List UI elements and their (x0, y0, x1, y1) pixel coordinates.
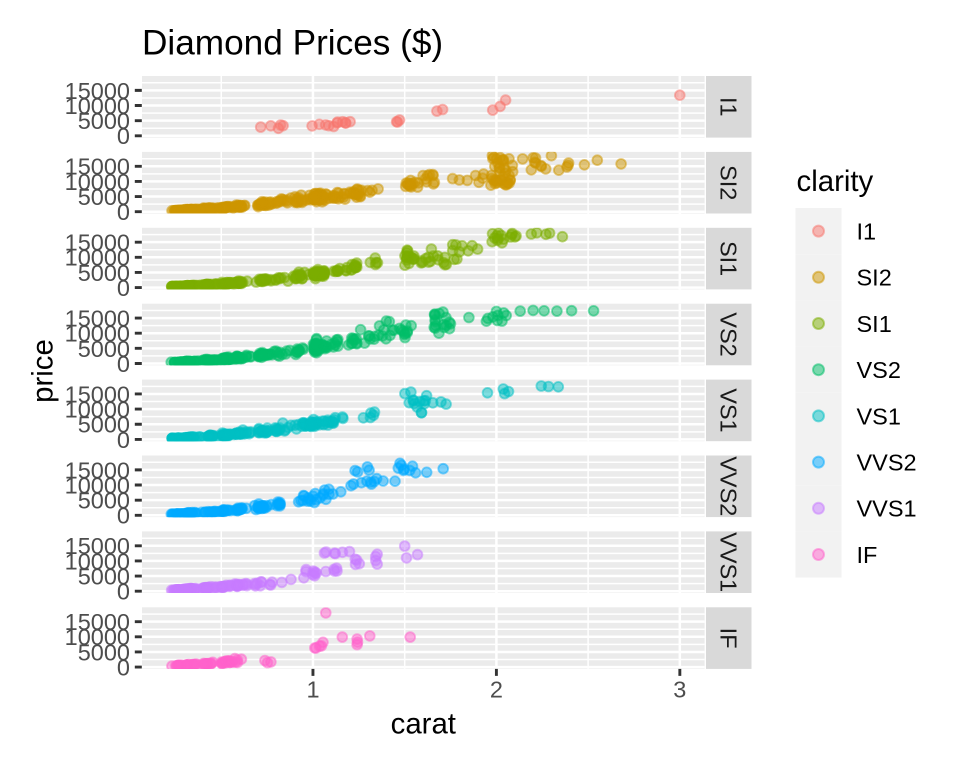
svg-text:SI1: SI1 (715, 241, 741, 276)
svg-text:I1: I1 (715, 97, 741, 117)
svg-text:15000: 15000 (65, 305, 130, 331)
svg-text:5000: 5000 (78, 412, 130, 438)
svg-text:clarity: clarity (797, 165, 874, 198)
svg-text:10000: 10000 (65, 472, 130, 498)
svg-text:5000: 5000 (78, 336, 130, 362)
svg-text:15000: 15000 (65, 154, 130, 180)
svg-text:VS1: VS1 (715, 388, 741, 432)
svg-text:SI1: SI1 (857, 311, 892, 337)
svg-text:10000: 10000 (65, 169, 130, 195)
svg-text:0: 0 (117, 654, 130, 680)
svg-text:1: 1 (306, 677, 319, 703)
svg-text:IF: IF (715, 628, 741, 649)
svg-text:2: 2 (490, 677, 503, 703)
svg-text:5000: 5000 (78, 184, 130, 210)
svg-text:5000: 5000 (78, 639, 130, 665)
svg-text:0: 0 (117, 427, 130, 453)
svg-text:10000: 10000 (65, 397, 130, 423)
svg-text:10000: 10000 (65, 93, 130, 119)
svg-text:3: 3 (673, 677, 686, 703)
svg-text:IF: IF (857, 542, 878, 568)
svg-text:carat: carat (391, 708, 456, 741)
svg-text:15000: 15000 (65, 381, 130, 407)
svg-text:0: 0 (117, 503, 130, 529)
svg-text:SI2: SI2 (857, 265, 892, 291)
svg-text:10000: 10000 (65, 245, 130, 271)
svg-text:VVS2: VVS2 (857, 450, 917, 476)
svg-text:I1: I1 (857, 219, 877, 245)
svg-text:5000: 5000 (78, 108, 130, 134)
svg-text:5000: 5000 (78, 563, 130, 589)
svg-text:10000: 10000 (65, 624, 130, 650)
svg-text:15000: 15000 (65, 457, 130, 483)
svg-text:0: 0 (117, 275, 130, 301)
svg-text:15000: 15000 (65, 609, 130, 635)
svg-text:price: price (27, 339, 60, 403)
svg-text:VS1: VS1 (857, 403, 901, 429)
svg-text:0: 0 (117, 199, 130, 225)
svg-text:5000: 5000 (78, 488, 130, 514)
svg-text:10000: 10000 (65, 548, 130, 574)
svg-text:SI2: SI2 (715, 165, 741, 200)
svg-text:Diamond Prices ($): Diamond Prices ($) (142, 23, 443, 62)
svg-text:15000: 15000 (65, 230, 130, 256)
svg-text:VS2: VS2 (857, 357, 901, 383)
svg-text:5000: 5000 (78, 260, 130, 286)
svg-text:0: 0 (117, 579, 130, 605)
svg-text:VS2: VS2 (715, 312, 741, 356)
svg-text:VVS1: VVS1 (715, 532, 741, 592)
svg-text:VVS2: VVS2 (715, 456, 741, 516)
svg-text:0: 0 (117, 351, 130, 377)
svg-text:15000: 15000 (65, 78, 130, 104)
svg-text:0: 0 (117, 123, 130, 149)
svg-text:10000: 10000 (65, 321, 130, 347)
svg-text:15000: 15000 (65, 533, 130, 559)
svg-text:VVS1: VVS1 (857, 496, 917, 522)
